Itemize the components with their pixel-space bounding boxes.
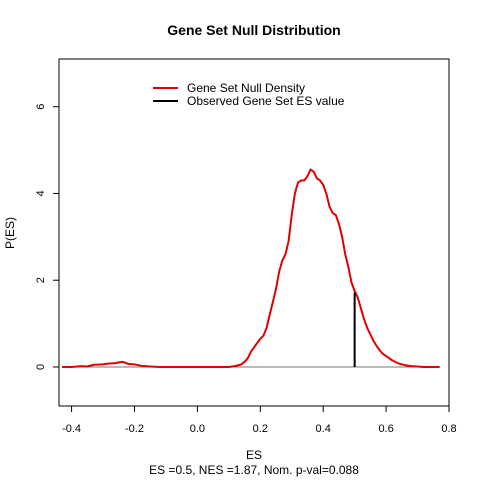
chart-title: Gene Set Null Distribution bbox=[167, 22, 340, 38]
x-tick-label: 0.0 bbox=[190, 423, 205, 435]
legend-label-null-density: Gene Set Null Density bbox=[187, 81, 305, 95]
x-tick-label: 0.6 bbox=[378, 423, 393, 435]
plot-frame bbox=[58, 58, 450, 407]
y-tick-label: 2 bbox=[35, 277, 47, 283]
y-tick-label: 0 bbox=[35, 364, 47, 370]
legend: Gene Set Null Density Observed Gene Set … bbox=[153, 81, 345, 108]
chart-subtitle: ES =0.5, NES =1.87, Nom. p-val=0.088 bbox=[149, 463, 359, 477]
x-tick-label: -0.2 bbox=[125, 423, 144, 435]
y-axis-label: P(ES) bbox=[3, 217, 17, 249]
null-density-line bbox=[62, 168, 440, 368]
y-axis: 0 2 4 6 bbox=[35, 104, 59, 370]
x-axis-label: ES bbox=[246, 448, 262, 462]
x-tick-label: -0.4 bbox=[62, 423, 81, 435]
x-axis: -0.4 -0.2 0.0 0.2 0.4 0.6 0.8 bbox=[62, 406, 457, 435]
legend-label-observed-es: Observed Gene Set ES value bbox=[187, 94, 345, 108]
x-tick-label: 0.2 bbox=[253, 423, 268, 435]
x-tick-label: 0.8 bbox=[441, 423, 456, 435]
y-tick-label: 6 bbox=[35, 104, 47, 110]
x-tick-label: 0.4 bbox=[316, 423, 331, 435]
y-tick-label: 4 bbox=[35, 190, 47, 196]
